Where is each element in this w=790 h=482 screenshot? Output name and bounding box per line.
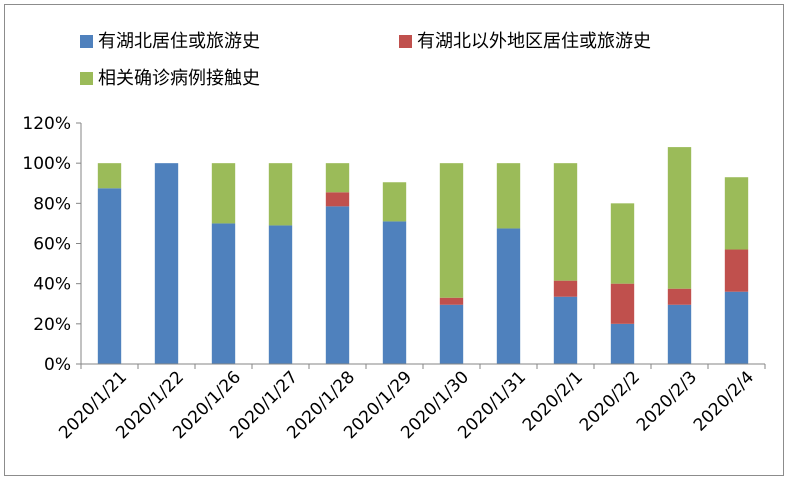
bar-segment-s3-0	[97, 163, 122, 189]
bars	[97, 147, 749, 364]
bar-segment-s3-9	[610, 203, 635, 284]
bar-segment-s1-11	[724, 291, 749, 364]
y-tick-label: 100%	[22, 154, 71, 174]
x-tick-label: 2020/2/2	[576, 367, 644, 435]
bar-segment-s2-4	[325, 192, 350, 207]
bar-segment-s1-6	[439, 304, 464, 364]
bar-segment-s1-4	[325, 206, 350, 364]
legend-label-3: 相关确诊病例接触史	[98, 68, 260, 89]
legend-swatch-2	[399, 35, 412, 48]
bar-segment-s1-7	[496, 228, 521, 364]
bar-segment-s3-3	[268, 163, 293, 226]
y-tick-label: 0%	[44, 355, 71, 375]
bar-segment-s1-8	[553, 296, 578, 364]
bar-segment-s2-10	[667, 288, 692, 305]
legend-label-1: 有湖北居住或旅游史	[98, 31, 260, 52]
bar-segment-s1-3	[268, 225, 293, 364]
y-tick-label: 80%	[33, 194, 71, 214]
bar-segment-s3-11	[724, 177, 749, 250]
bar-segment-s3-6	[439, 163, 464, 298]
bar-segment-s2-8	[553, 280, 578, 297]
bar-segment-s2-9	[610, 283, 635, 324]
bar-segment-s3-2	[211, 163, 236, 224]
y-tick-label: 120%	[22, 114, 71, 134]
y-tick-label: 40%	[33, 275, 71, 295]
legend-swatch-3	[80, 72, 93, 85]
y-tick-label: 20%	[33, 315, 71, 335]
bar-segment-s3-7	[496, 163, 521, 229]
bar-segment-s1-1	[154, 163, 179, 364]
bar-segment-s1-5	[382, 221, 407, 364]
bar-segment-s3-4	[325, 163, 350, 193]
bar-segment-s2-11	[724, 249, 749, 292]
x-tick-label: 2020/2/1	[519, 367, 587, 435]
bar-segment-s1-10	[667, 304, 692, 364]
bar-segment-s3-8	[553, 163, 578, 281]
bar-segment-s1-9	[610, 323, 635, 364]
x-tick-label: 2020/2/4	[690, 367, 758, 435]
y-tick-label: 60%	[33, 235, 71, 255]
y-axis: 0% 20% 40% 60% 80% 100% 120%	[22, 114, 82, 375]
legend-label-2: 有湖北以外地区居住或旅游史	[417, 31, 651, 52]
bar-segment-s1-2	[211, 223, 236, 364]
x-tick-label: 2020/2/3	[633, 367, 701, 435]
legend-swatch-1	[80, 35, 93, 48]
x-axis: 2020/1/212020/1/222020/1/262020/1/272020…	[55, 363, 766, 443]
bar-segment-s3-10	[667, 147, 692, 289]
bar-segment-s3-5	[382, 182, 407, 222]
bar-segment-s2-6	[439, 297, 464, 305]
bar-segment-s1-0	[97, 188, 122, 364]
